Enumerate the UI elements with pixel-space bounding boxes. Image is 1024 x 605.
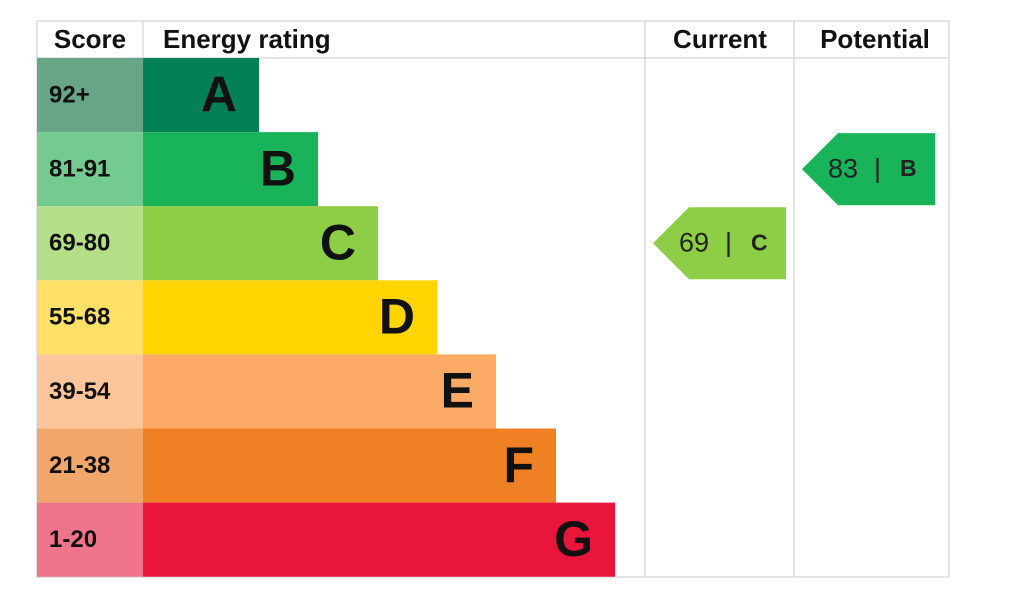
band-letter: F [503,437,534,493]
score-cell [37,354,143,429]
score-cell [37,428,143,503]
rating-value: 83 [828,153,858,183]
header: Current [673,24,767,54]
band-letter: A [201,66,237,122]
rating-letter: C [751,229,768,255]
score-label: 55-68 [49,304,110,331]
band-letter: D [379,289,415,345]
band-letter: G [554,511,593,567]
score-label: 39-54 [49,378,111,405]
score-cell [37,502,143,577]
header: Score [54,24,126,54]
score-cell [37,280,143,355]
rating-bar [143,428,556,503]
score-label: 21-38 [49,452,110,479]
score-cell [37,206,143,281]
rating-letter: B [900,155,917,181]
current-indicator: 69 | C [653,207,786,280]
separator: | [725,227,732,257]
score-cell [37,132,143,207]
rating-bar [143,280,437,355]
band-letter: C [320,214,356,270]
header: Energy rating [163,24,331,54]
rating-bar [143,132,318,207]
header: Potential [820,24,930,54]
rating-value: 69 [679,227,709,257]
arrow [653,207,786,280]
rating-bar [143,206,378,281]
potential-indicator: 83 | B [802,133,935,206]
score-label: 81-91 [49,155,110,182]
band-letter: B [260,140,296,196]
rating-bar [143,354,496,429]
score-label: 69-80 [49,230,110,257]
rating-bar [143,502,615,577]
rating-bar [143,58,259,133]
band-letter: E [441,363,474,419]
score-cell [37,58,143,133]
separator: | [874,153,881,183]
arrow [802,133,935,206]
score-label: 92+ [49,81,90,108]
score-label: 1-20 [49,526,97,553]
